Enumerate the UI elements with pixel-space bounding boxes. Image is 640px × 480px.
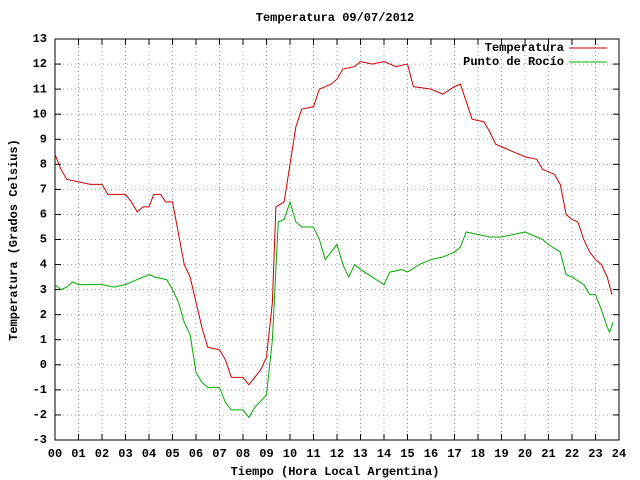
y-tick-label: -3 xyxy=(33,433,47,447)
y-tick-label: -1 xyxy=(33,383,47,397)
x-tick-label: 01 xyxy=(71,447,85,461)
y-tick-label: 11 xyxy=(33,82,47,96)
x-tick-label: 16 xyxy=(424,447,438,461)
x-tick-label: 11 xyxy=(306,447,320,461)
y-tick-label: -2 xyxy=(33,408,47,422)
x-tick-label: 15 xyxy=(400,447,414,461)
plot-border xyxy=(54,38,620,441)
x-tick-label: 06 xyxy=(189,447,203,461)
x-tick-label: 05 xyxy=(165,447,179,461)
series-line xyxy=(54,200,614,419)
x-tick-label: 17 xyxy=(447,447,461,461)
x-tick-label: 18 xyxy=(471,447,485,461)
x-tick-label: 09 xyxy=(259,447,273,461)
x-tick-label: 02 xyxy=(95,447,109,461)
chart-title: Temperatura 09/07/2012 xyxy=(256,11,414,25)
y-tick-label: 3 xyxy=(40,283,47,297)
x-axis-label: Tiempo (Hora Local Argentina) xyxy=(231,465,440,479)
y-tick-label: 8 xyxy=(40,157,47,171)
y-tick-label: 9 xyxy=(40,132,47,146)
x-tick-label: 21 xyxy=(541,447,555,461)
y-tick-label: 6 xyxy=(40,208,47,222)
y-tick-label: 13 xyxy=(33,32,47,46)
x-tick-label: 03 xyxy=(118,447,132,461)
y-tick-label: 2 xyxy=(40,308,47,322)
y-tick-label: 5 xyxy=(40,233,47,247)
y-axis-label: Temperatura (Grados Celsius) xyxy=(7,139,21,341)
x-tick-label: 10 xyxy=(283,447,297,461)
y-tick-label: 7 xyxy=(40,183,47,197)
x-tick-label: 13 xyxy=(353,447,367,461)
y-tick-label: 0 xyxy=(40,358,47,372)
x-tick-label: 00 xyxy=(48,447,62,461)
legend-label: Punto de Rocío xyxy=(463,55,564,69)
y-tick-label: 4 xyxy=(40,258,47,272)
x-tick-label: 07 xyxy=(212,447,226,461)
y-tick-label: 12 xyxy=(33,57,47,71)
x-tick-label: 24 xyxy=(612,447,626,461)
x-tick-label: 19 xyxy=(494,447,508,461)
x-tick-label: 08 xyxy=(236,447,250,461)
x-tick-label: 04 xyxy=(142,447,156,461)
legend-label: Temperatura xyxy=(485,41,564,55)
y-tick-label: 1 xyxy=(40,333,47,347)
y-tick-label: 10 xyxy=(33,107,47,121)
x-tick-label: 12 xyxy=(330,447,344,461)
series-line xyxy=(54,61,613,386)
x-tick-label: 14 xyxy=(377,447,391,461)
x-tick-label: 20 xyxy=(518,447,532,461)
x-tick-label: 22 xyxy=(565,447,579,461)
x-tick-label: 23 xyxy=(588,447,602,461)
